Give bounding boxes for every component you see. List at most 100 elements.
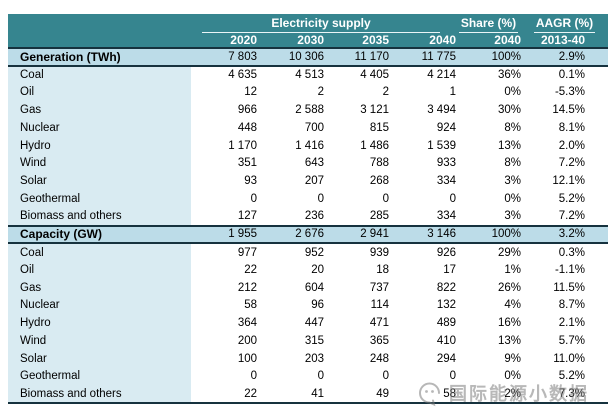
cell-aagr-2013-40: 11.5% [521, 278, 608, 297]
table-row: Hydro 364 447 471 489 16% 2.1% [8, 314, 608, 332]
cell-aagr-2013-40: 2.0% [521, 136, 608, 155]
cell-2020: 364 [191, 314, 257, 332]
cell-2040: 489 [389, 314, 456, 332]
row-label: Wind [8, 332, 191, 350]
cell-2040: 4 214 [389, 65, 456, 84]
year-header-2030: 2030 [257, 33, 324, 48]
row-label: Solar [8, 349, 191, 368]
table-row: Geothermal 0 0 0 0 0% 5.2% [8, 367, 608, 386]
row-label: Hydro [8, 314, 191, 332]
cell-aagr-2013-40: 2.1% [521, 314, 608, 332]
row-label: Capacity (GW) [8, 225, 191, 244]
cell-share-2040: 100% [456, 225, 521, 244]
cell-2040: 3 494 [389, 101, 456, 119]
cell-share-2040: 26% [456, 278, 521, 297]
cell-aagr-2013-40: -5.3% [521, 83, 608, 102]
cell-2030: 2 676 [257, 225, 324, 244]
cell-2040: 294 [389, 349, 456, 368]
cell-share-2040: 2% [456, 385, 521, 403]
cell-2040: 0 [389, 190, 456, 208]
cell-aagr-2013-40: 0.3% [521, 243, 608, 261]
cell-share-2040: 9% [456, 349, 521, 368]
table-header: Electricity supply Share (%) AAGR (%) 20… [8, 14, 608, 48]
cell-2035: 471 [324, 314, 389, 332]
cell-2035: 49 [324, 385, 389, 403]
cell-2035: 11 170 [324, 48, 389, 66]
cell-aagr-2013-40: 12.1% [521, 172, 608, 190]
cell-2030: 315 [257, 332, 324, 350]
electricity-supply-table: Electricity supply Share (%) AAGR (%) 20… [8, 14, 608, 404]
cell-2020: 966 [191, 101, 257, 119]
cell-2035: 18 [324, 261, 389, 279]
cell-2040: 58 [389, 385, 456, 403]
share-year-header: 2040 [456, 33, 521, 48]
cell-2035: 788 [324, 154, 389, 173]
row-label: Geothermal [8, 190, 191, 208]
column-group-row: Electricity supply Share (%) AAGR (%) [8, 14, 608, 33]
cell-2020: 4 635 [191, 65, 257, 84]
cell-2035: 4 405 [324, 65, 389, 84]
cell-aagr-2013-40: 7.2% [521, 154, 608, 173]
cell-share-2040: 0% [456, 367, 521, 386]
cell-2030: 0 [257, 367, 324, 386]
row-label: Gas [8, 278, 191, 297]
cell-aagr-2013-40: 0.1% [521, 65, 608, 84]
cell-share-2040: 30% [456, 101, 521, 119]
row-label: Biomass and others [8, 385, 191, 403]
aagr-group-label: AAGR (%) [533, 14, 596, 33]
cell-2035: 737 [324, 278, 389, 297]
cell-aagr-2013-40: 8.7% [521, 296, 608, 315]
cell-share-2040: 16% [456, 314, 521, 332]
cell-aagr-2013-40: 8.1% [521, 119, 608, 137]
row-label: Oil [8, 83, 191, 102]
cell-2020: 22 [191, 261, 257, 279]
cell-2020: 100 [191, 349, 257, 368]
row-label: Biomass and others [8, 207, 191, 226]
cell-2020: 977 [191, 243, 257, 261]
column-group-share: Share (%) [456, 14, 521, 33]
cell-share-2040: 13% [456, 332, 521, 350]
cell-share-2040: 3% [456, 172, 521, 190]
cell-share-2040: 13% [456, 136, 521, 155]
cell-2030: 700 [257, 119, 324, 137]
cell-2030: 643 [257, 154, 324, 173]
share-group-label: Share (%) [458, 14, 519, 33]
cell-2020: 212 [191, 278, 257, 297]
cell-share-2040: 29% [456, 243, 521, 261]
cell-2020: 58 [191, 296, 257, 315]
table-row: Capacity (GW) 1 955 2 676 2 941 3 146 10… [8, 225, 608, 244]
electricity-supply-group-label: Electricity supply [202, 16, 440, 33]
cell-2030: 2 588 [257, 101, 324, 119]
cell-2030: 1 416 [257, 136, 324, 155]
cell-2030: 952 [257, 243, 324, 261]
cell-2020: 7 803 [191, 48, 257, 66]
table-row: Nuclear 448 700 815 924 8% 8.1% [8, 119, 608, 137]
cell-2040: 0 [389, 367, 456, 386]
cell-2020: 1 170 [191, 136, 257, 155]
cell-share-2040: 100% [456, 48, 521, 66]
row-label: Oil [8, 261, 191, 279]
cell-2020: 448 [191, 119, 257, 137]
cell-2040: 17 [389, 261, 456, 279]
cell-2035: 2 941 [324, 225, 389, 244]
cell-aagr-2013-40: -1.1% [521, 261, 608, 279]
table-row: Solar 93 207 268 334 3% 12.1% [8, 172, 608, 190]
cell-2040: 1 539 [389, 136, 456, 155]
cell-aagr-2013-40: 11.0% [521, 349, 608, 368]
cell-2020: 200 [191, 332, 257, 350]
cell-2030: 236 [257, 207, 324, 226]
label-column-header-empty [8, 33, 191, 48]
cell-2020: 93 [191, 172, 257, 190]
table-row: Coal 977 952 939 926 29% 0.3% [8, 243, 608, 261]
cell-2035: 0 [324, 190, 389, 208]
cell-share-2040: 36% [456, 65, 521, 84]
cell-share-2040: 3% [456, 207, 521, 226]
year-header-2020: 2020 [191, 33, 257, 48]
row-label: Coal [8, 243, 191, 261]
cell-2030: 203 [257, 349, 324, 368]
cell-aagr-2013-40: 5.7% [521, 332, 608, 350]
cell-share-2040: 0% [456, 83, 521, 102]
cell-2035: 939 [324, 243, 389, 261]
cell-2030: 0 [257, 190, 324, 208]
table-row: Nuclear 58 96 114 132 4% 8.7% [8, 296, 608, 315]
